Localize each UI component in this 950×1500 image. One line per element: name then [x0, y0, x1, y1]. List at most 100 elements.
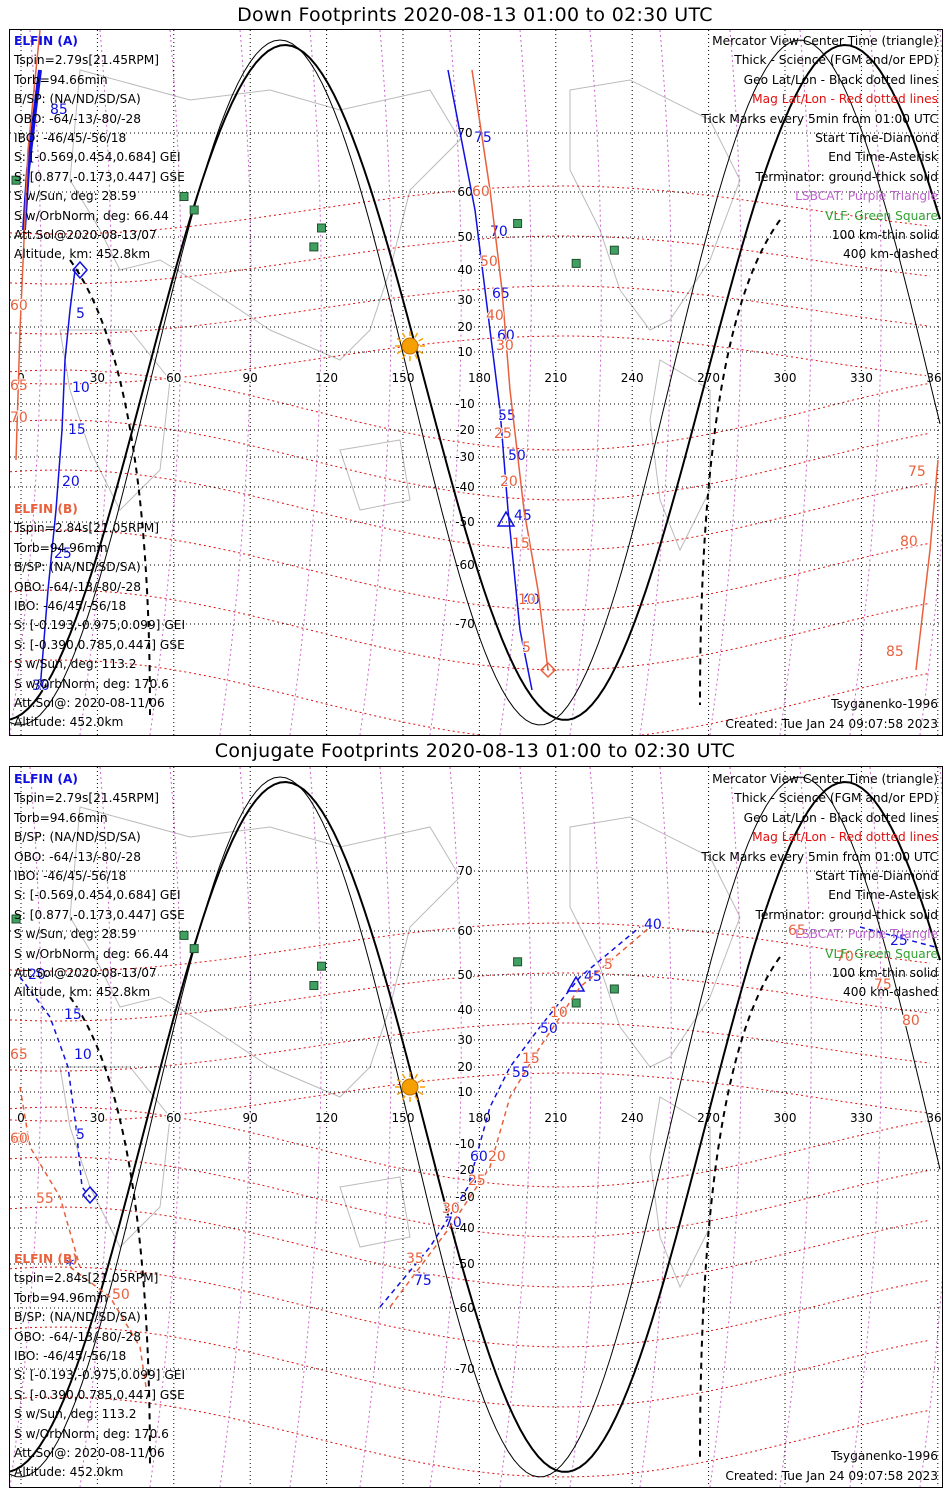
mag-lat-curve — [10, 922, 931, 972]
elfin-b-mag-tick-label: 55 — [36, 1191, 54, 1207]
elfin-a-conj-tick-label: 40 — [644, 917, 662, 933]
mag-lat-label: 70 — [836, 949, 854, 965]
vlf-station-square — [571, 998, 581, 1008]
map-legend: Mercator View Center Time (triangle) Thic… — [701, 34, 938, 262]
start-diamond — [539, 661, 557, 679]
lat-tick-label: 20 — [457, 1060, 472, 1074]
lon-tick-label: 30 — [90, 1111, 105, 1125]
elfin-b-label: ELFIN (B) — [14, 502, 78, 516]
elfin-b-mag-track — [471, 69, 549, 671]
mag-lat-label: 55 — [36, 1191, 54, 1207]
elfin-a-conj-track — [859, 926, 936, 948]
vlf-station-square — [179, 930, 189, 940]
lat-tick-label: -40 — [455, 1221, 475, 1235]
lat-tick-label: -60 — [455, 558, 475, 572]
lat-tick-label: 40 — [457, 1003, 472, 1017]
lon-tick-label: 150 — [392, 1111, 415, 1125]
lon-tick-label: 60 — [166, 371, 181, 385]
mag-lon-curve — [499, 767, 532, 1487]
terminator-400km — [699, 956, 781, 1458]
mag-lat-curve — [10, 185, 931, 235]
mag-lon-curve — [849, 30, 882, 735]
lat-tick-label: -40 — [455, 480, 475, 494]
mag-lon-curve — [919, 30, 942, 735]
lat-tick-label: 20 — [457, 320, 472, 334]
vlf-station-square — [609, 984, 619, 994]
vlf-station-square — [189, 205, 199, 215]
lat-tick-label: -20 — [455, 423, 475, 437]
elfin-b-mag-tick-label: 40 — [486, 308, 504, 324]
elfin-a-conj-tick-label: 75 — [414, 1273, 432, 1289]
vlf-station-square — [11, 175, 21, 185]
elfin-a-conj-tick-label: 65 — [468, 1173, 486, 1189]
elfin-b-conj-track — [389, 926, 651, 1308]
terminator-ground — [10, 43, 941, 721]
mag-lat-curve — [10, 1072, 931, 1122]
created-label: Created: Tue Jan 24 09:07:58 2023 — [725, 717, 938, 731]
mag-lat-label: 60 — [10, 1131, 28, 1147]
vlf-station-square — [189, 944, 199, 954]
elfin-a-tick-label: 30 — [32, 678, 50, 694]
lon-tick-label: 300 — [774, 371, 797, 385]
vlf-station-square — [513, 957, 523, 967]
model-label: Tsyganenko-1996 — [831, 1449, 938, 1463]
lat-tick-label: 40 — [457, 263, 472, 277]
mag-lon-curve — [289, 30, 322, 735]
elfin-a-tick-label: 20 — [62, 474, 80, 490]
elfin-b-mag-tick-label: 25 — [494, 426, 512, 442]
terminator-400km — [69, 996, 151, 1468]
elfin-b-conj-tick-label: 50 — [112, 1287, 130, 1303]
elfin-a-tick-label: 85 — [50, 102, 68, 118]
elfin-a-conj-track — [19, 976, 91, 1198]
lat-tick-label: 10 — [457, 345, 472, 359]
elfin-b-conj-tick-label: 25 — [468, 1173, 486, 1189]
lat-tick-label: -30 — [455, 1190, 475, 1204]
start-diamond — [72, 260, 88, 280]
continent-outline — [59, 1066, 171, 1248]
vlf-station-square — [309, 981, 319, 990]
continent-outline — [569, 79, 741, 331]
continent-outline — [649, 1096, 711, 1289]
continent-outline — [59, 329, 171, 511]
mag-lon-curve — [499, 30, 532, 735]
mag-lon-curve — [569, 767, 602, 1487]
model-label: Tsyganenko-1996 — [831, 697, 938, 711]
elfin-b-label: ELFIN (B) — [14, 1252, 78, 1266]
lon-tick-label: 270 — [697, 371, 720, 385]
mag-lat-label: 85 — [886, 644, 904, 660]
elfin-a-label: ELFIN (A) — [14, 34, 78, 48]
vlf-station-square — [571, 258, 581, 268]
sun-ray — [414, 1095, 419, 1101]
mag-lon-curve — [709, 30, 742, 735]
elfin-b-mag-tick-label: 20 — [500, 474, 518, 490]
sun-ray — [401, 354, 406, 360]
mag-lon-curve — [219, 30, 252, 735]
sun-ray — [418, 1091, 424, 1096]
elfin-b-conj-tick-label: 30 — [442, 1201, 460, 1217]
sun-ray — [396, 1091, 402, 1096]
elfin-b-mag-tick-label: 10 — [518, 592, 536, 608]
lon-tick-label: 210 — [544, 1111, 567, 1125]
mag-lat-label: 70 — [10, 410, 28, 426]
lat-tick-label: -20 — [455, 1163, 475, 1177]
elfin-a-conj-tick-label: 25 — [890, 933, 908, 949]
lat-tick-label: 70 — [457, 864, 472, 878]
view-center-triangle — [496, 510, 516, 527]
lat-tick-label: 60 — [457, 924, 472, 938]
mag-lon-curve — [10, 767, 42, 1487]
mag-boundary-curve — [15, 30, 41, 461]
elfin-b-tick-label: 50 — [508, 448, 526, 464]
elfin-a-conj-tick-label: 5 — [76, 1127, 85, 1143]
mag-lon-curve — [429, 767, 462, 1487]
sun-ray — [418, 350, 424, 355]
mag-lat-label: 75 — [874, 977, 892, 993]
lat-tick-label: -60 — [455, 1301, 475, 1315]
lon-tick-label: 0 — [17, 371, 25, 385]
lat-tick-label: -10 — [455, 397, 475, 411]
mag-lat-label: 80 — [902, 1013, 920, 1029]
lon-tick-label: 330 — [850, 371, 873, 385]
vlf-station-square — [317, 961, 327, 971]
elfin-b-tick-label: 70 — [490, 224, 508, 240]
mag-lat-label: 65 — [10, 378, 28, 394]
elfin-b-conj-tick-label: 20 — [488, 1149, 506, 1165]
